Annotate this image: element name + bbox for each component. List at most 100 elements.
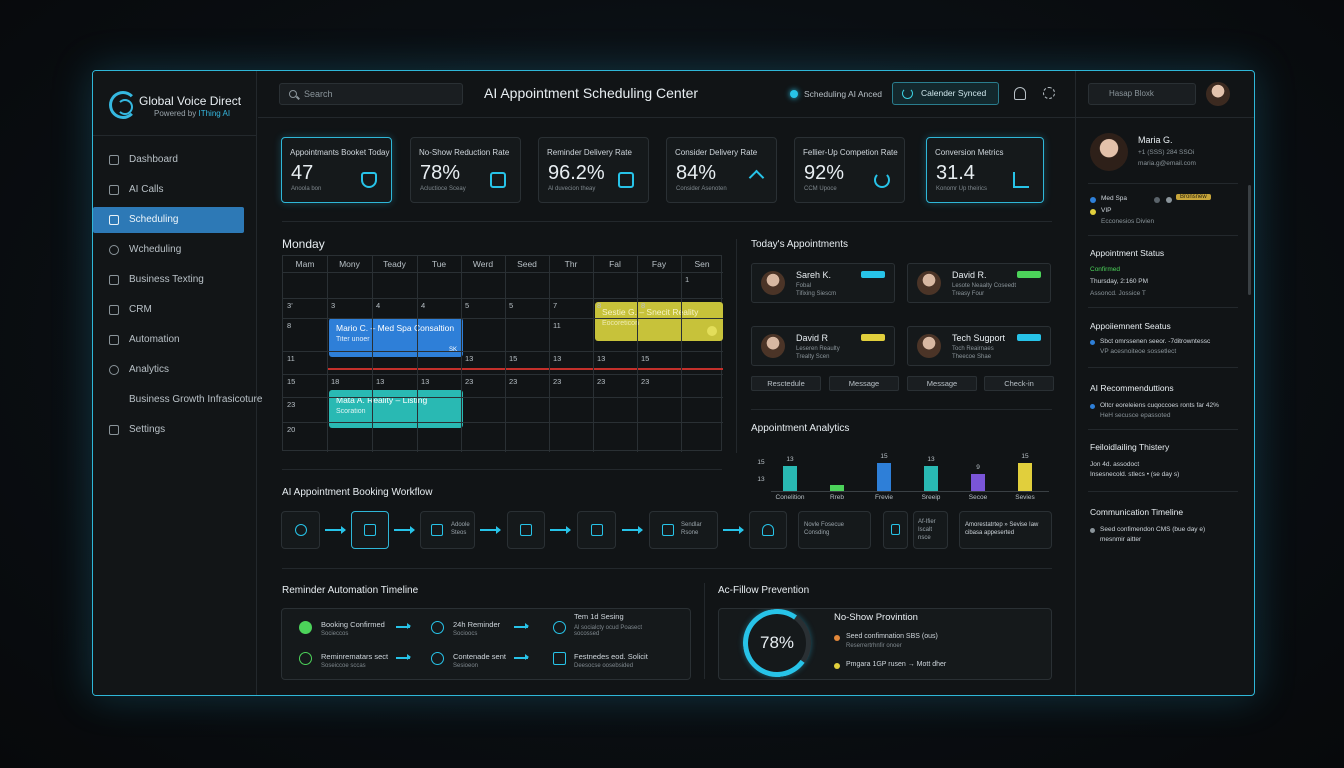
chart-bar[interactable] [971, 474, 985, 491]
stat-follow-up-completion[interactable]: Fellier-Up Competion Rate 92% CCM Upoce [794, 137, 905, 203]
calendar-date[interactable]: 20 [287, 425, 296, 434]
calendar-date[interactable]: 18 [331, 377, 340, 386]
calendar-date[interactable]: 11 [553, 321, 561, 330]
calendar-event-listing[interactable]: Mata A. Reality – Listing Scoration [329, 390, 463, 428]
calendar-date[interactable]: 5 [509, 301, 514, 310]
calendar-date[interactable]: 23 [597, 377, 606, 386]
workflow-step-mail[interactable] [507, 511, 545, 549]
sidebar-item-label: Scheduling [129, 214, 179, 225]
appointment-card-tech-support[interactable]: Tech Sugport Toch Reairnaes Theecoe Shae [907, 326, 1051, 366]
sidebar-item-settings[interactable]: Settings [93, 417, 245, 443]
calendar-date[interactable]: 3’ [287, 301, 293, 310]
calendar-date[interactable]: 23 [553, 377, 562, 386]
calendar-date[interactable]: 8 [641, 301, 646, 310]
refresh-icon [874, 172, 890, 188]
sidebar-item-analytics[interactable]: Analytics [93, 357, 245, 383]
message-button-2[interactable]: Message [907, 376, 977, 391]
stat-conversion-metrics[interactable]: Conversion Metrics 31.4 Konomr Up theiri… [926, 137, 1044, 203]
calendar-date[interactable]: 23 [641, 377, 650, 386]
chart-bar[interactable] [924, 466, 938, 491]
chart-bar[interactable] [830, 485, 844, 491]
calendar-event-reality[interactable]: Sestie G. – Snecit Reality Eocoreticon [595, 302, 723, 341]
calendar-synced-button[interactable]: Calender Synced [892, 82, 999, 105]
panel-scrollbar[interactable] [1248, 185, 1251, 295]
sidebar-item-ai-calls[interactable]: AI Calls [93, 177, 245, 203]
stat-reminder-delivery[interactable]: Reminder Delivery Rate 96.2% Al duvecion… [538, 137, 649, 203]
message-button[interactable]: Message [829, 376, 899, 391]
workflow-step-calendar[interactable] [351, 511, 389, 549]
appointment-card-david-r[interactable]: David R Leseren Reaulty Trealty Scen [751, 326, 895, 366]
appointment-status-note: Assoncd. Jossice T [1090, 290, 1146, 297]
calendar-event-med-spa[interactable]: Mario C. – Med Spa Consaltion Titer unoe… [329, 318, 463, 357]
calendar-date[interactable]: 8 [287, 321, 292, 330]
workflow-step-doc-small[interactable] [883, 511, 908, 549]
calendar-date[interactable]: 13 [597, 354, 606, 363]
status-badge [1017, 271, 1041, 278]
chart-bar[interactable] [783, 466, 797, 491]
calls-icon [109, 185, 119, 195]
workflow-step-reminder[interactable]: Sendlar Rsone [649, 511, 718, 549]
calendar-date[interactable]: 8 [597, 301, 602, 310]
reminder-step-title: 24h Reminder [453, 620, 501, 629]
stat-no-show-reduction[interactable]: No-Show Reduction Rate 78% Acluctioce Sc… [410, 137, 521, 203]
calendar-date[interactable]: 4 [376, 301, 381, 310]
calendar-date[interactable]: 13 [465, 354, 474, 363]
reschedule-button[interactable]: Resctedule [751, 376, 821, 391]
workflow-step-document[interactable] [577, 511, 616, 549]
workflow-step-followup[interactable]: Novle Fosecue Consding [798, 511, 871, 549]
calendar-date[interactable]: 23 [287, 400, 296, 409]
appointment-card-sareh[interactable]: Sareh K. Fobal Tifixing Siescm [751, 263, 895, 303]
sidebar-item-crm[interactable]: CRM [93, 297, 245, 323]
calendar-day-header: Werd [472, 259, 494, 269]
stat-appointments-booked[interactable]: Appointmants Booket Today 47 Anoola bon [281, 137, 392, 203]
sidebar-item-business-texting[interactable]: Business Texting [93, 267, 245, 293]
sidebar-item-automation[interactable]: Automation [93, 327, 245, 353]
scheduling-history-title: Feiloidlailing Thistery [1090, 442, 1170, 452]
workflow-step-call[interactable] [281, 511, 320, 549]
calendar-date[interactable]: 7 [553, 301, 558, 310]
sidebar-item-dashboard[interactable]: Dashboard [93, 147, 245, 173]
calendar-date[interactable]: 15 [287, 377, 296, 386]
appointment-card-david[interactable]: David R. Lesote Neaalty Coseedt Treasy F… [907, 263, 1051, 303]
calendar-date[interactable]: 15 [641, 354, 650, 363]
stat-consider-delivery[interactable]: Consider Delivery Rate 84% Consider Asen… [666, 137, 777, 203]
calendar-date[interactable]: 23 [465, 377, 474, 386]
calendar-grid-line [549, 256, 550, 452]
search-input[interactable]: Search [279, 83, 463, 105]
appointment-detail: Theecoe Shae [952, 354, 992, 360]
calendar-date[interactable]: 15 [509, 354, 518, 363]
user-avatar[interactable] [1206, 82, 1230, 106]
sidebar-item-business-growth[interactable]: Business Growth Infrasicoture [93, 387, 262, 413]
status-badge: Bronsnew [1176, 194, 1211, 200]
workflow-step-bell[interactable] [749, 511, 787, 549]
chart-bar[interactable] [877, 462, 891, 491]
contact-email[interactable]: maria.g@email.com [1138, 160, 1196, 167]
stat-sub: Konomr Up theirics [936, 186, 988, 192]
analytics-icon [109, 365, 119, 375]
calendar-date[interactable]: 23 [509, 377, 518, 386]
chart-bar[interactable] [1018, 462, 1032, 491]
bell-icon[interactable] [1014, 87, 1026, 100]
gear-icon[interactable] [1043, 87, 1055, 99]
calendar-date[interactable]: 13 [553, 354, 562, 363]
calendar-date[interactable]: 13 [421, 377, 430, 386]
calendar-date[interactable]: 4 [421, 301, 426, 310]
calendar-grid[interactable]: Mario C. – Med Spa Consaltion Titer unoe… [282, 255, 723, 452]
workflow-step-after[interactable]: Af-Ifier Iscalt nsce [913, 511, 948, 549]
mail-icon [520, 524, 532, 536]
calendar-date[interactable]: 11 [287, 354, 295, 363]
check-in-button[interactable]: Check-in [984, 376, 1054, 391]
sidebar-item-wcheduling[interactable]: Wcheduling [93, 237, 245, 263]
sidebar-item-scheduling[interactable]: Scheduling [93, 207, 244, 233]
event-badge: SK [448, 347, 457, 353]
workflow-step-automation[interactable]: Amorestatrtep » Sevise Iaw cibasa appese… [959, 511, 1052, 549]
scheduling-ai-status[interactable]: Scheduling AI Anced [788, 85, 882, 103]
panel-search-input[interactable]: Hasap Bloxk [1088, 83, 1196, 105]
workflow-step-steps[interactable]: Adoole Steos [420, 511, 475, 549]
calendar-date[interactable]: 13 [376, 377, 385, 386]
calendar-date[interactable]: 5 [465, 301, 470, 310]
calendar-date[interactable]: 1 [685, 275, 690, 284]
calendar-date[interactable]: 3 [331, 301, 336, 310]
brand-name: Global Voice Direct [139, 94, 242, 108]
brand-logo[interactable]: Global Voice Direct Powered by IThing AI [109, 91, 249, 125]
